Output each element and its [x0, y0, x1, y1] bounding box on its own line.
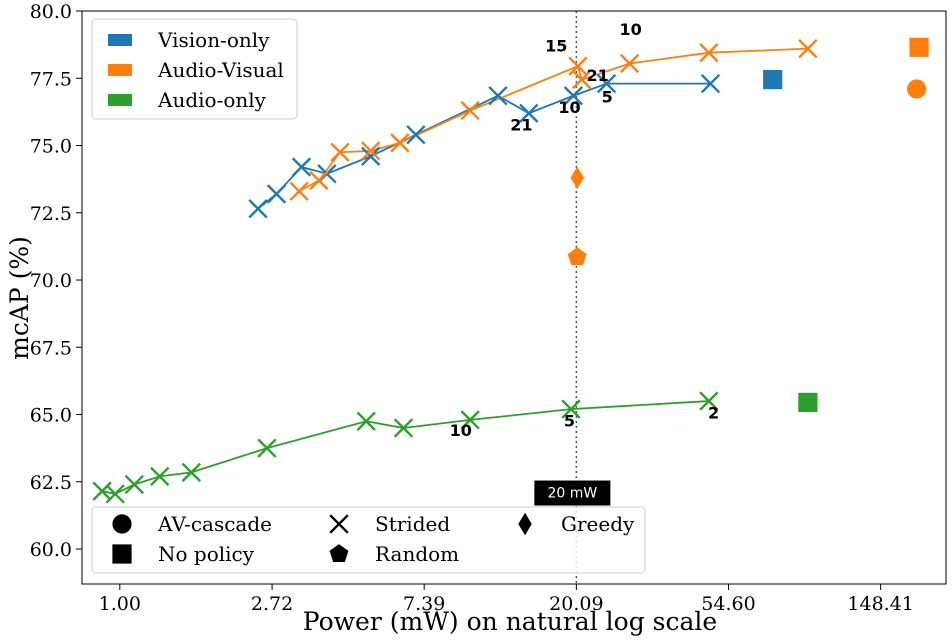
point-vision-6	[488, 86, 508, 106]
annotation-label: 10	[558, 98, 580, 117]
point-audio-0	[92, 481, 112, 501]
annotation-label: 15	[545, 36, 567, 55]
series-line-audio	[101, 400, 709, 495]
annotation-label: 21	[586, 66, 608, 85]
legend-label-audio: Audio-only	[157, 88, 267, 112]
annotation-label: 5	[602, 87, 613, 106]
extra-point-audiovisual-circle	[907, 79, 927, 99]
legend-marker-pentagon	[329, 544, 349, 563]
point-audio-4	[181, 462, 201, 483]
annotation-label: 21	[510, 116, 532, 135]
y-tick-label: 62.5	[30, 472, 72, 494]
extra-point-audio-square	[798, 392, 818, 413]
legend-marker-label: Random	[375, 542, 459, 566]
extra-point-audiovisual-square	[909, 37, 929, 57]
x-tick-label: 2.72	[251, 593, 293, 615]
point-audio-1	[105, 484, 125, 504]
reference-label-box	[534, 480, 611, 506]
reference-label: 20 mW	[547, 486, 597, 502]
legend-markers-box	[91, 506, 646, 574]
point-audiovisual-3	[361, 141, 381, 161]
point-vision-4	[361, 146, 381, 166]
point-audio-5	[257, 438, 277, 458]
plot-frame	[81, 10, 947, 585]
y-tick-label: 70.0	[30, 270, 72, 292]
legend-swatch-audio	[108, 94, 132, 106]
y-axis-title: mcAP (%)	[5, 236, 34, 360]
x-tick-label: 7.39	[403, 593, 445, 615]
extra-point-audiovisual-diamond	[570, 166, 584, 189]
annotation-label: 10	[450, 421, 472, 440]
y-tick-label: 67.5	[30, 337, 72, 359]
y-tick-label: 65.0	[30, 405, 72, 427]
point-audio-9	[561, 399, 581, 419]
extra-point-vision-square	[763, 69, 783, 90]
point-audio-8	[460, 410, 480, 430]
x-tick-label: 20.09	[549, 593, 603, 615]
legend-marker-circle	[112, 514, 132, 534]
y-tick-label: 60.0	[30, 539, 72, 561]
x-tick-label: 148.41	[847, 593, 913, 615]
point-vision-1	[266, 184, 287, 204]
legend-series-box	[91, 18, 298, 120]
point-vision-2	[291, 157, 312, 177]
y-tick-label: 77.5	[30, 68, 72, 90]
y-tick-label: 80.0	[30, 1, 72, 23]
point-audiovisual-1	[309, 170, 329, 191]
series-line-audiovisual	[298, 47, 808, 193]
point-audiovisual-7	[571, 69, 592, 90]
y-tick-label: 72.5	[30, 203, 72, 225]
point-audio-10	[699, 391, 719, 411]
legend-series: Vision-only Audio-Visual Audio-only	[91, 18, 298, 120]
legend-marker-label: AV-cascade	[157, 512, 272, 536]
annotation-label: 2	[708, 404, 719, 423]
point-vision-9	[596, 73, 617, 94]
x-axis-title: Power (mW) on natural log scale	[303, 607, 717, 636]
point-audio-7	[393, 418, 414, 438]
y-tick-label: 75.0	[30, 136, 72, 158]
legend-label-vision: Vision-only	[157, 28, 270, 52]
point-vision-8	[563, 86, 584, 106]
point-vision-0	[248, 199, 268, 219]
legend-marker-x	[329, 514, 349, 534]
legend-marker-diamond	[518, 512, 532, 536]
point-vision-10	[700, 73, 721, 94]
x-tick-label: 1.00	[99, 593, 141, 615]
point-audio-6	[356, 411, 376, 431]
point-audiovisual-2	[330, 142, 350, 162]
point-audiovisual-4	[390, 133, 410, 153]
legend-markers: AV-cascade No policy Strided Random Greedy	[91, 506, 646, 574]
point-audio-2	[124, 474, 144, 495]
point-vision-7	[519, 103, 539, 123]
point-audiovisual-10	[798, 39, 818, 59]
point-audiovisual-5	[460, 100, 480, 121]
point-audiovisual-9	[699, 43, 719, 63]
point-audiovisual-0	[289, 181, 309, 201]
legend-marker-square	[112, 544, 132, 564]
point-audiovisual-6	[568, 56, 588, 76]
point-vision-5	[406, 125, 426, 145]
legend-swatch-audiovisual	[108, 64, 132, 76]
extra-point-audiovisual-pentagon	[567, 247, 587, 266]
x-tick-label: 54.60	[701, 593, 755, 615]
legend-swatch-vision	[108, 34, 132, 46]
point-audiovisual-8	[619, 53, 640, 74]
legend-marker-label: Greedy	[561, 512, 635, 536]
legend-marker-label: No policy	[158, 542, 255, 566]
series-line-vision	[257, 82, 711, 210]
annotation-label: 5	[564, 412, 575, 431]
legend-marker-label: Strided	[375, 512, 450, 536]
point-audio-3	[150, 466, 170, 487]
legend-label-audiovisual: Audio-Visual	[157, 58, 284, 82]
annotation-label: 10	[619, 20, 641, 39]
